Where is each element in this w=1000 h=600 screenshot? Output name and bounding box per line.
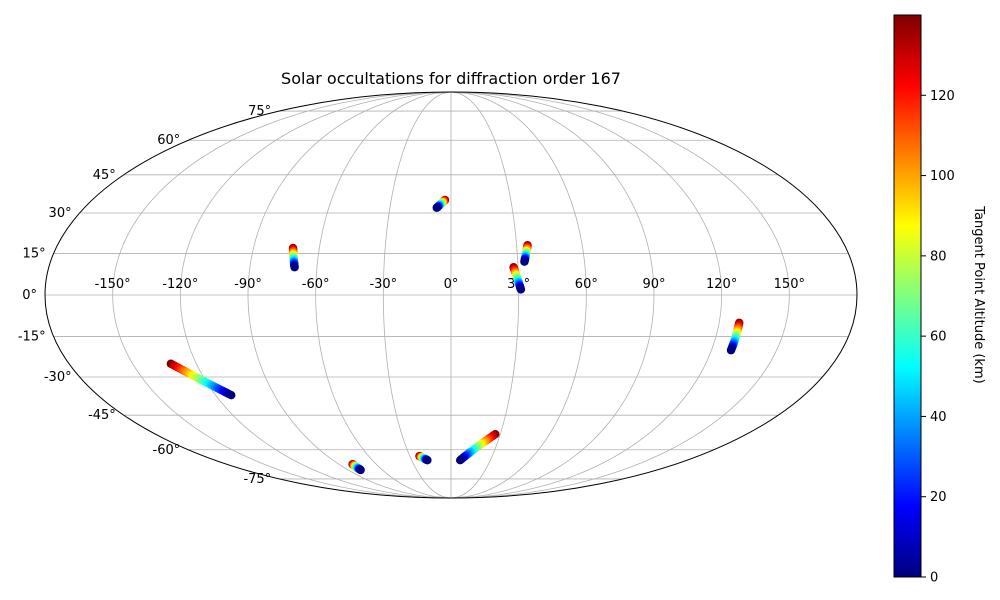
colorbar-ticks: 0 20 40 60 80 100 120 xyxy=(921,89,955,586)
meridian-line xyxy=(450,92,790,498)
occultation-points xyxy=(166,195,744,475)
meridian-line xyxy=(450,92,723,498)
meridian-line xyxy=(450,92,655,498)
colorbar-tick-label: 40 xyxy=(930,410,947,425)
latitude-tick-label: 75° xyxy=(248,104,271,119)
latitude-tick-label: -15° xyxy=(18,330,46,345)
longitude-tick-label: 0° xyxy=(444,277,459,292)
graticule xyxy=(45,92,857,498)
meridian-line xyxy=(179,92,452,498)
occultation-point xyxy=(455,456,465,465)
latitude-tick-label: 45° xyxy=(93,168,116,183)
longitude-tick-label: -90° xyxy=(234,277,262,292)
latitude-tick-label: 30° xyxy=(49,206,72,221)
latitude-tick-label: 60° xyxy=(157,133,180,148)
longitude-tick-label: -120° xyxy=(162,277,198,292)
colorbar-tick-label: 0 xyxy=(930,571,938,586)
longitude-tick-labels: -150°-120°-90°-60°-30°0°30°60°90°120°150… xyxy=(95,277,805,292)
colorbar-tick-label: 100 xyxy=(930,169,955,184)
colorbar-label: Tangent Point Altitude (km) xyxy=(971,205,986,383)
colorbar-tick-label: 120 xyxy=(930,89,955,104)
latitude-tick-labels: -75° -60° -45° -30° -15° 0° 15° 30° 45° 60° 75° xyxy=(18,104,271,487)
occultation-point xyxy=(227,390,236,400)
meridian-line xyxy=(450,92,520,498)
longitude-tick-label: -150° xyxy=(95,277,131,292)
meridian-line xyxy=(315,92,452,498)
occultation-point xyxy=(520,257,529,266)
colorbar xyxy=(893,14,922,578)
longitude-tick-label: 60° xyxy=(575,277,598,292)
latitude-tick-label: -75° xyxy=(243,472,271,487)
latitude-tick-label: 15° xyxy=(23,246,46,261)
map-outline xyxy=(44,91,858,499)
latitude-tick-label: -60° xyxy=(153,443,181,458)
occultation-point xyxy=(726,346,736,355)
latitude-tick-label: -30° xyxy=(44,370,72,385)
occultation-point xyxy=(356,465,365,475)
meridian-line xyxy=(247,92,452,498)
colorbar-tick-label: 60 xyxy=(930,330,947,345)
meridian-line xyxy=(450,92,587,498)
longitude-tick-label: 120° xyxy=(706,277,737,292)
chart-title: Solar occultations for diffraction order… xyxy=(281,69,621,88)
latitude-tick-label: 0° xyxy=(22,288,37,303)
longitude-tick-label: 90° xyxy=(642,277,665,292)
occultation-point xyxy=(516,285,526,294)
longitude-tick-label: -30° xyxy=(369,277,397,292)
occultation-point xyxy=(290,263,299,272)
colorbar-tick-label: 20 xyxy=(930,490,947,505)
occultation-point xyxy=(432,203,441,212)
colorbar-tick-label: 80 xyxy=(930,249,947,264)
longitude-tick-label: 150° xyxy=(774,277,805,292)
longitude-tick-label: -60° xyxy=(302,277,330,292)
meridian-line xyxy=(112,92,452,498)
meridian-line xyxy=(382,92,452,498)
latitude-tick-label: -45° xyxy=(88,408,116,423)
occultation-point xyxy=(423,456,432,465)
